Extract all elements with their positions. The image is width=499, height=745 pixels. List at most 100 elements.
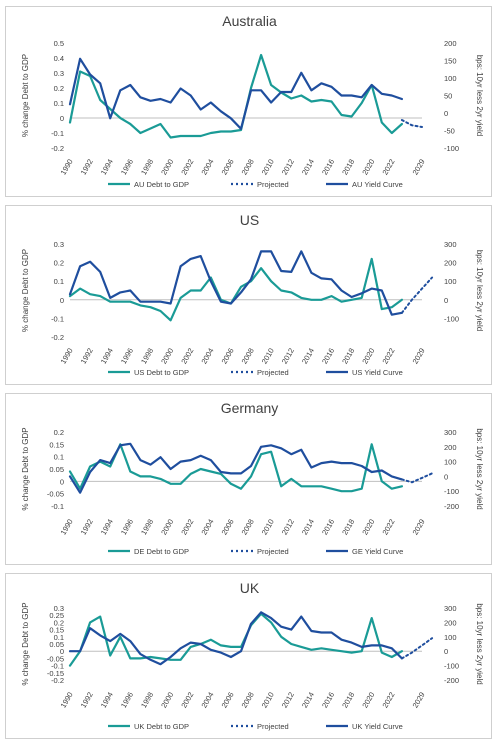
legend-debt-label: US Debt to GDP — [134, 368, 189, 377]
x-tick-label: 1990 — [59, 158, 75, 177]
legend-projected-label: Projected — [257, 547, 289, 556]
y-tick-label: 0.1 — [54, 453, 64, 462]
debt-to-gdp-line — [68, 443, 403, 493]
x-tick-label: 2020 — [360, 347, 376, 366]
x-tick-label: 1996 — [119, 691, 135, 710]
legend-yield-label: US Yield Curve — [352, 368, 403, 377]
y-tick-label: -0.05 — [47, 490, 64, 499]
legend-debt-label: DE Debt to GDP — [134, 547, 189, 556]
x-tick-label: 1994 — [99, 158, 115, 177]
chart-panel-us: US -0.2 -0.1 0 0.1 0.2 0.3 -100 0 100 200 300 % chan… — [5, 205, 492, 385]
y2-tick-label: 0 — [444, 472, 448, 481]
legend-projected-label: Projected — [257, 180, 289, 189]
y2-tick-label: -50 — [444, 127, 455, 136]
x-tick-label: 2014 — [300, 518, 316, 537]
y-tick-label: -0.1 — [51, 129, 64, 138]
y2-tick-label: -200 — [444, 502, 459, 511]
x-tick-label: 2004 — [199, 518, 215, 537]
legend-yield-label: AU Yield Curve — [352, 180, 403, 189]
x-tick-label: 1992 — [79, 691, 95, 710]
chart-germany: Germany -0.1 -0.05 0 0.05 0.1 0.15 0.2 -200 -100 0… — [21, 400, 484, 556]
legend-projected-label: Projected — [257, 722, 289, 731]
chart-panel-australia: Australia -0.2 -0.1 0 0.1 0.2 0.3 0.4 0.5 -100 -50… — [5, 6, 492, 197]
x-tick-label: 1994 — [99, 691, 115, 710]
x-tick-label: 2006 — [220, 158, 236, 177]
y2-tick-label: 50 — [444, 92, 452, 101]
y2-tick-label: 0 — [444, 296, 448, 305]
x-tick-label: 2018 — [340, 158, 356, 177]
x-tick-label: 1996 — [119, 158, 135, 177]
y-tick-label: 0 — [60, 647, 64, 656]
x-tick-label: 2010 — [260, 347, 276, 366]
x-tick-label: 2016 — [320, 158, 336, 177]
y-tick-label: 0.05 — [49, 640, 64, 649]
x-tick-label: 2018 — [340, 691, 356, 710]
x-tick-label: 1996 — [119, 347, 135, 366]
x-tick-label: 2006 — [220, 691, 236, 710]
x-tick-label: 2022 — [380, 158, 396, 177]
x-tick-label: 2020 — [360, 691, 376, 710]
projected-line — [400, 119, 423, 128]
y-tick-label: 0.2 — [54, 259, 64, 268]
x-tick-label: 1998 — [139, 158, 155, 177]
yield-curve-line — [68, 611, 403, 666]
x-tick-label: 2008 — [240, 347, 256, 366]
y-tick-label: -0.2 — [51, 333, 64, 342]
legend-yield-label: GE Yield Curve — [352, 547, 403, 556]
y-tick-label: 0.3 — [54, 69, 64, 78]
y2-tick-label: 0 — [444, 109, 448, 118]
x-tick-label: 1990 — [59, 518, 75, 537]
y-tick-label: -0.1 — [51, 502, 64, 511]
chart-us: US -0.2 -0.1 0 0.1 0.2 0.3 -100 0 100 200 300 % chan… — [21, 212, 484, 377]
y2-tick-label: -100 — [444, 314, 459, 323]
y2-axis-label: bps: 10yr less 2yr yield — [475, 428, 484, 509]
x-tick-label: 1992 — [79, 518, 95, 537]
y2-tick-label: 200 — [444, 259, 457, 268]
chart-panel-germany: Germany -0.1 -0.05 0 0.05 0.1 0.15 0.2 -200 -100 0… — [5, 393, 492, 565]
x-tick-label: 1990 — [59, 691, 75, 710]
y-tick-label: 0.3 — [54, 604, 64, 613]
chart-title: Australia — [222, 13, 277, 29]
x-tick-label: 1996 — [119, 518, 135, 537]
x-tick-label: 2012 — [280, 691, 296, 710]
debt-to-gdp-line — [68, 612, 403, 667]
yield-curve-line — [68, 57, 403, 130]
debt-to-gdp-line — [68, 53, 403, 139]
y-tick-label: -0.2 — [51, 144, 64, 153]
y-tick-label: 0.1 — [54, 277, 64, 286]
x-tick-label: 2016 — [320, 518, 336, 537]
x-tick-label: 2000 — [159, 158, 175, 177]
y-tick-label: 0.25 — [49, 611, 64, 620]
y-tick-label: 0.1 — [54, 99, 64, 108]
legend-debt-label: AU Debt to GDP — [134, 180, 189, 189]
y-tick-label: 0.05 — [49, 465, 64, 474]
x-tick-label: 2000 — [159, 518, 175, 537]
x-tick-label: 2002 — [179, 691, 195, 710]
x-tick-label: 2020 — [360, 518, 376, 537]
x-tick-label: 2008 — [240, 518, 256, 537]
x-tick-label: 2010 — [260, 158, 276, 177]
x-tick-label: 2018 — [340, 518, 356, 537]
y-tick-label: 0.5 — [54, 39, 64, 48]
y2-tick-label: 200 — [444, 39, 457, 48]
x-tick-label: 1998 — [139, 518, 155, 537]
x-tick-label: 2000 — [159, 347, 175, 366]
y2-tick-label: -200 — [444, 676, 459, 685]
y-tick-label: 0 — [60, 477, 64, 486]
y-tick-label: -0.1 — [51, 314, 64, 323]
y-tick-label: 0.1 — [54, 633, 64, 642]
y-tick-label: 0.4 — [54, 54, 64, 63]
y2-tick-label: 100 — [444, 277, 457, 286]
legend-yield-label: UK Yield Curve — [352, 722, 403, 731]
x-tick-label: 1998 — [139, 691, 155, 710]
chart-title: UK — [240, 580, 260, 596]
projected-line — [400, 276, 434, 314]
y-tick-label: 0 — [60, 114, 64, 123]
x-tick-label: 2014 — [300, 347, 316, 366]
y2-tick-label: -100 — [444, 487, 459, 496]
y-tick-label: -0.15 — [47, 669, 64, 678]
x-tick-label: 2012 — [280, 518, 296, 537]
x-tick-label: 2004 — [199, 691, 215, 710]
y-tick-label: -0.2 — [51, 676, 64, 685]
projected-line — [400, 472, 434, 484]
